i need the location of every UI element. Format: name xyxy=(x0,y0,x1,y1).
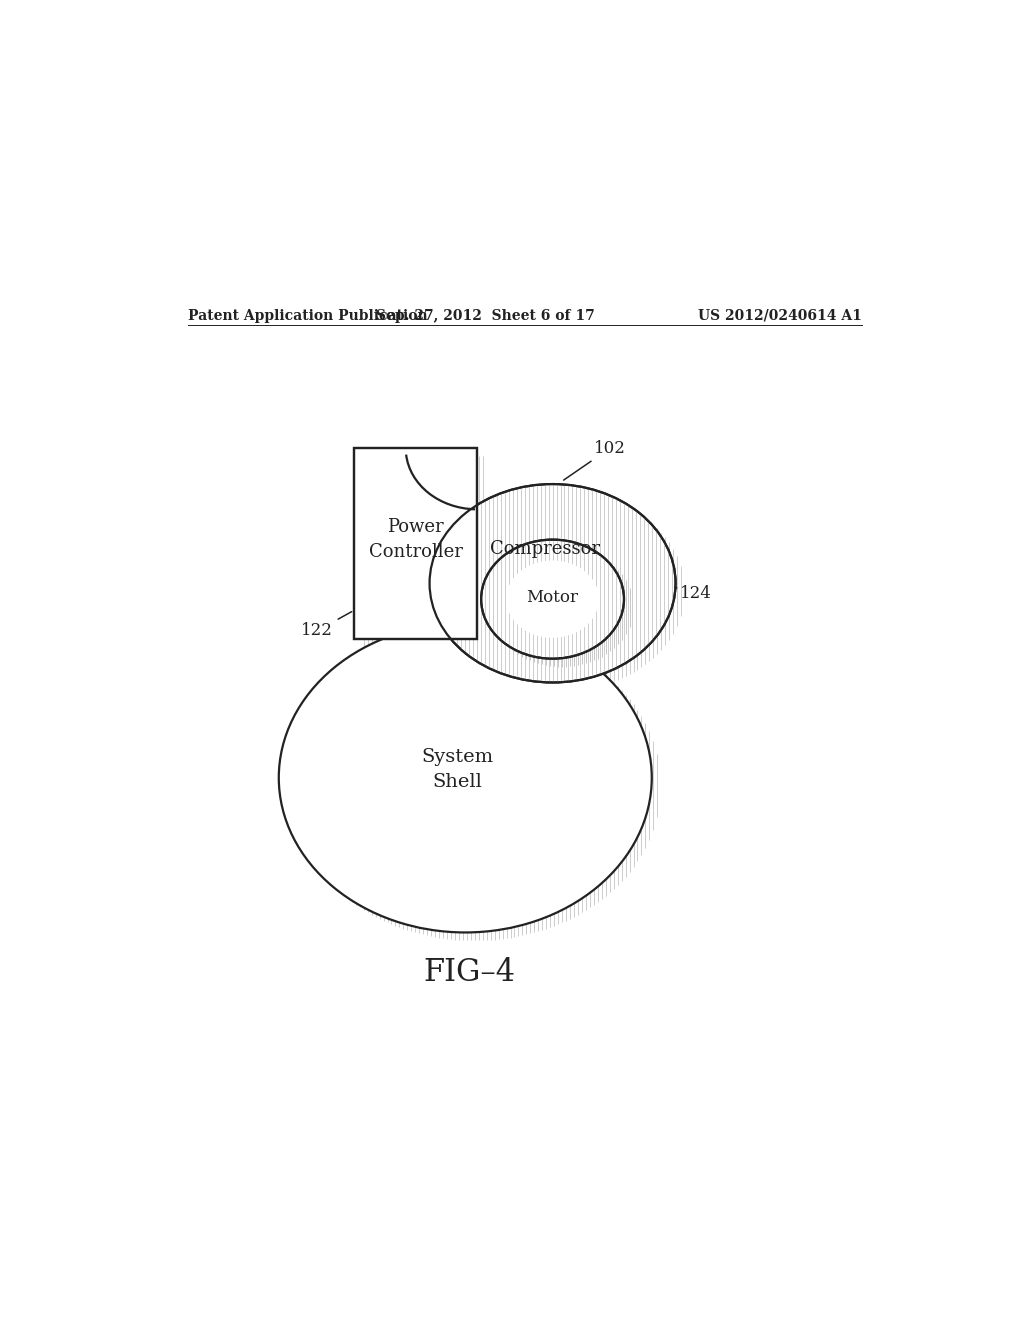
Text: Compressor: Compressor xyxy=(489,540,600,557)
Text: System
Shell: System Shell xyxy=(421,748,494,791)
Bar xyxy=(354,449,477,639)
Ellipse shape xyxy=(481,540,624,659)
Ellipse shape xyxy=(481,540,624,659)
Ellipse shape xyxy=(279,623,651,932)
Text: 122: 122 xyxy=(301,611,352,639)
Bar xyxy=(354,449,477,639)
Text: FIG–4: FIG–4 xyxy=(423,957,515,987)
Text: Power
Controller: Power Controller xyxy=(369,519,463,561)
Ellipse shape xyxy=(506,561,599,638)
Ellipse shape xyxy=(430,484,676,682)
Text: 102: 102 xyxy=(563,440,626,480)
Text: Patent Application Publication: Patent Application Publication xyxy=(187,309,427,323)
Text: US 2012/0240614 A1: US 2012/0240614 A1 xyxy=(698,309,862,323)
Text: Motor: Motor xyxy=(526,589,579,606)
Text: Sep. 27, 2012  Sheet 6 of 17: Sep. 27, 2012 Sheet 6 of 17 xyxy=(376,309,595,323)
Text: 124: 124 xyxy=(675,585,712,602)
